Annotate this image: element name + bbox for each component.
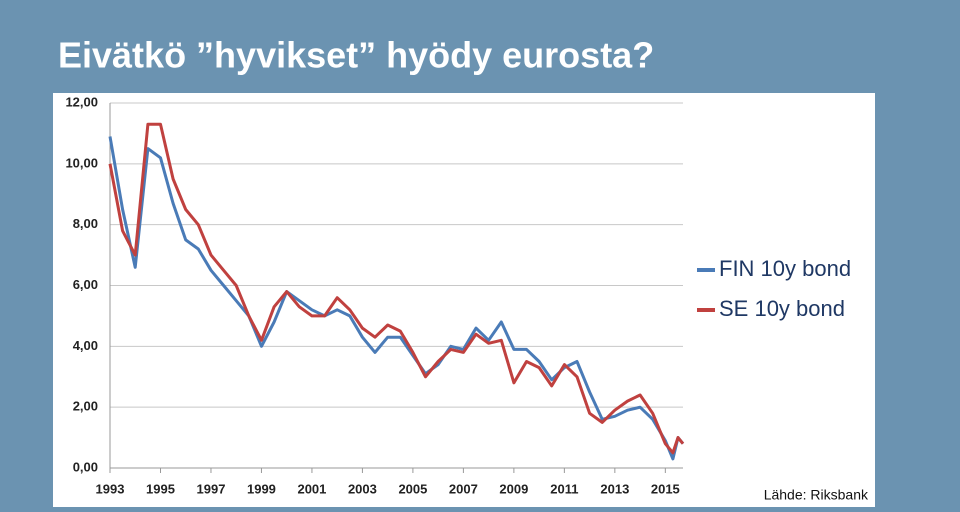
x-tick-label: 2005 — [398, 481, 427, 496]
legend-label: FIN 10y bond — [719, 256, 851, 281]
x-tick-label: 1997 — [197, 481, 226, 496]
x-tick-label: 2007 — [449, 481, 478, 496]
x-tick-label: 2009 — [499, 481, 528, 496]
y-tick-label: 8,00 — [73, 216, 98, 231]
y-tick-label: 6,00 — [73, 277, 98, 292]
source-note: Lähde: Riksbank — [764, 487, 869, 503]
x-tick-label: 2015 — [651, 481, 680, 496]
x-tick-label: 2013 — [600, 481, 629, 496]
y-tick-label: 0,00 — [73, 459, 98, 474]
x-tick-label: 2011 — [550, 481, 578, 496]
x-tick-label: 2003 — [348, 481, 377, 496]
data-line — [108, 122, 685, 455]
x-tick-label: 1995 — [146, 481, 175, 496]
x-tick-label: 1999 — [247, 481, 276, 496]
y-tick-label: 12,00 — [65, 94, 98, 109]
x-tick-label: 2001 — [297, 481, 326, 496]
slide-title: Eivätkö ”hyvikset” hyödy eurosta? — [58, 35, 654, 76]
y-tick-label: 10,00 — [65, 155, 98, 170]
chart-panel — [53, 93, 875, 507]
x-tick-label: 1993 — [96, 481, 125, 496]
legend-label: SE 10y bond — [719, 296, 845, 321]
y-tick-label: 4,00 — [73, 338, 98, 353]
y-tick-label: 2,00 — [73, 399, 98, 414]
